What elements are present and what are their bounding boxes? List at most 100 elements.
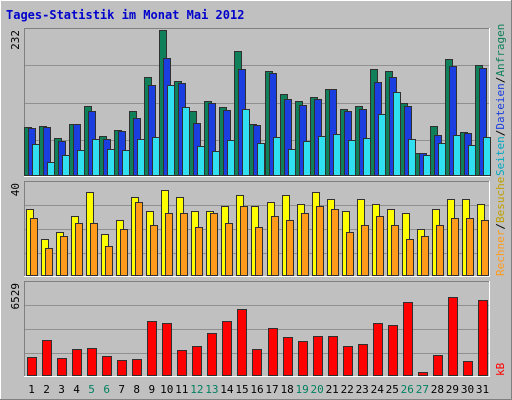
x-tick-label-23: 23 [356,383,369,396]
legend-kb: kB [494,362,507,376]
x-tick-label-6: 6 [103,383,110,396]
bar-kb-day-5 [87,348,97,376]
x-tick-label-30: 30 [461,383,474,396]
legend-separator: / [494,223,507,230]
bar-rechner-day-22 [346,232,354,276]
bar-rechner-day-25 [391,225,399,276]
legend-separator: / [494,77,507,84]
bar-rechner-day-29 [451,218,459,276]
legend-rechner: Rechner [494,229,507,276]
bar-kb-day-28 [433,355,443,376]
bar-kb-day-13 [207,333,217,376]
bar-kb-day-22 [343,346,353,376]
bar-rechner-day-12 [195,227,203,276]
bar-seiten-day-26 [408,139,416,176]
bar-rechner-day-3 [60,236,68,276]
bar-seiten-day-18 [288,149,296,176]
bar-rechner-day-19 [301,213,309,276]
bar-kb-day-1 [27,357,37,376]
bar-kb-day-21 [328,336,338,376]
x-tick-label-20: 20 [310,383,323,396]
bar-rechner-day-5 [90,223,98,276]
bar-kb-day-7 [117,360,127,376]
bar-rechner-day-30 [466,218,474,276]
bar-seiten-day-19 [303,141,311,176]
bar-kb-day-19 [298,341,308,376]
bar-seiten-day-4 [77,150,85,176]
bar-rechner-day-16 [255,227,263,276]
legend-requests: Seiten/Dateien/Anfragen [494,24,507,176]
legend-seiten: Seiten [494,136,507,176]
bar-rechner-day-7 [120,229,128,276]
y-max-label-requests: 232 [9,30,22,50]
x-tick-label-14: 14 [220,383,234,396]
bar-rechner-day-10 [165,213,173,276]
bar-rechner-day-15 [240,206,248,276]
x-tick-label-13: 13 [205,383,218,396]
bar-seiten-day-29 [453,135,461,176]
bar-kb-day-23 [358,344,368,376]
bar-kb-day-27 [418,372,428,376]
legend-dateien: Dateien [494,83,507,129]
bar-rechner-day-23 [361,225,369,276]
bar-rechner-day-26 [406,239,414,276]
x-tick-label-3: 3 [58,383,65,396]
bar-seiten-day-11 [182,107,190,176]
panel-requests [24,28,491,177]
bar-rechner-day-28 [436,225,444,276]
bar-rechner-day-31 [481,220,489,276]
bar-kb-day-9 [147,321,157,376]
bar-kb-day-29 [448,297,458,376]
panel-kb [24,281,490,377]
bar-kb-day-15 [237,309,247,376]
x-tick-label-7: 7 [118,383,125,396]
bar-seiten-day-23 [363,138,371,176]
bar-seiten-day-10 [167,85,175,176]
bar-seiten-day-20 [318,136,326,176]
x-tick-label-11: 11 [175,383,188,396]
bar-seiten-day-8 [137,139,145,176]
x-tick-label-10: 10 [160,383,173,396]
bar-kb-day-14 [222,321,232,376]
bar-rechner-day-4 [75,223,83,276]
bar-seiten-day-21 [333,134,341,176]
x-tick-label-31: 31 [476,383,489,396]
bar-kb-day-18 [283,337,293,376]
bar-seiten-day-13 [212,151,220,176]
bar-seiten-day-16 [257,143,265,176]
x-tick-label-1: 1 [28,383,35,396]
bar-rechner-day-24 [376,216,384,276]
bar-kb-day-4 [72,349,82,376]
bar-kb-day-31 [478,300,488,376]
x-tick-label-12: 12 [190,383,203,396]
x-tick-label-21: 21 [326,383,339,396]
bar-kb-day-20 [313,336,323,376]
x-tick-label-8: 8 [133,383,140,396]
bar-rechner-day-17 [271,216,279,276]
bar-seiten-day-24 [378,114,386,176]
bar-kb-day-2 [42,340,52,376]
bar-seiten-day-15 [242,109,250,176]
x-tick-label-22: 22 [341,383,354,396]
bar-kb-day-10 [162,323,172,376]
x-tick-label-28: 28 [431,383,444,396]
x-tick-label-24: 24 [371,383,385,396]
x-tick-label-18: 18 [280,383,293,396]
bar-seiten-day-28 [438,143,446,176]
bar-kb-day-26 [403,302,413,376]
legend-anfragen: Anfragen [494,24,507,77]
x-tick-label-15: 15 [235,383,248,396]
x-tick-label-5: 5 [88,383,95,396]
bar-rechner-day-21 [331,209,339,276]
bar-rechner-day-20 [316,206,324,276]
panel-visits [24,181,490,277]
bar-seiten-day-12 [197,146,205,176]
bar-seiten-day-9 [152,137,160,176]
bar-rechner-day-18 [286,220,294,276]
bar-rechner-day-8 [135,202,143,276]
x-axis-labels: 1 2 3 4 5 6 7 8 9 10 11 12 13 14 15 16 17 18 19 20 21 22 23 24 2… [28,383,489,396]
bar-seiten-day-17 [273,137,281,176]
chart-title: Tages-Statistik im Monat Mai 2012 [6,8,244,22]
x-tick-label-19: 19 [295,383,308,396]
y-max-label-visits: 40 [9,183,22,196]
